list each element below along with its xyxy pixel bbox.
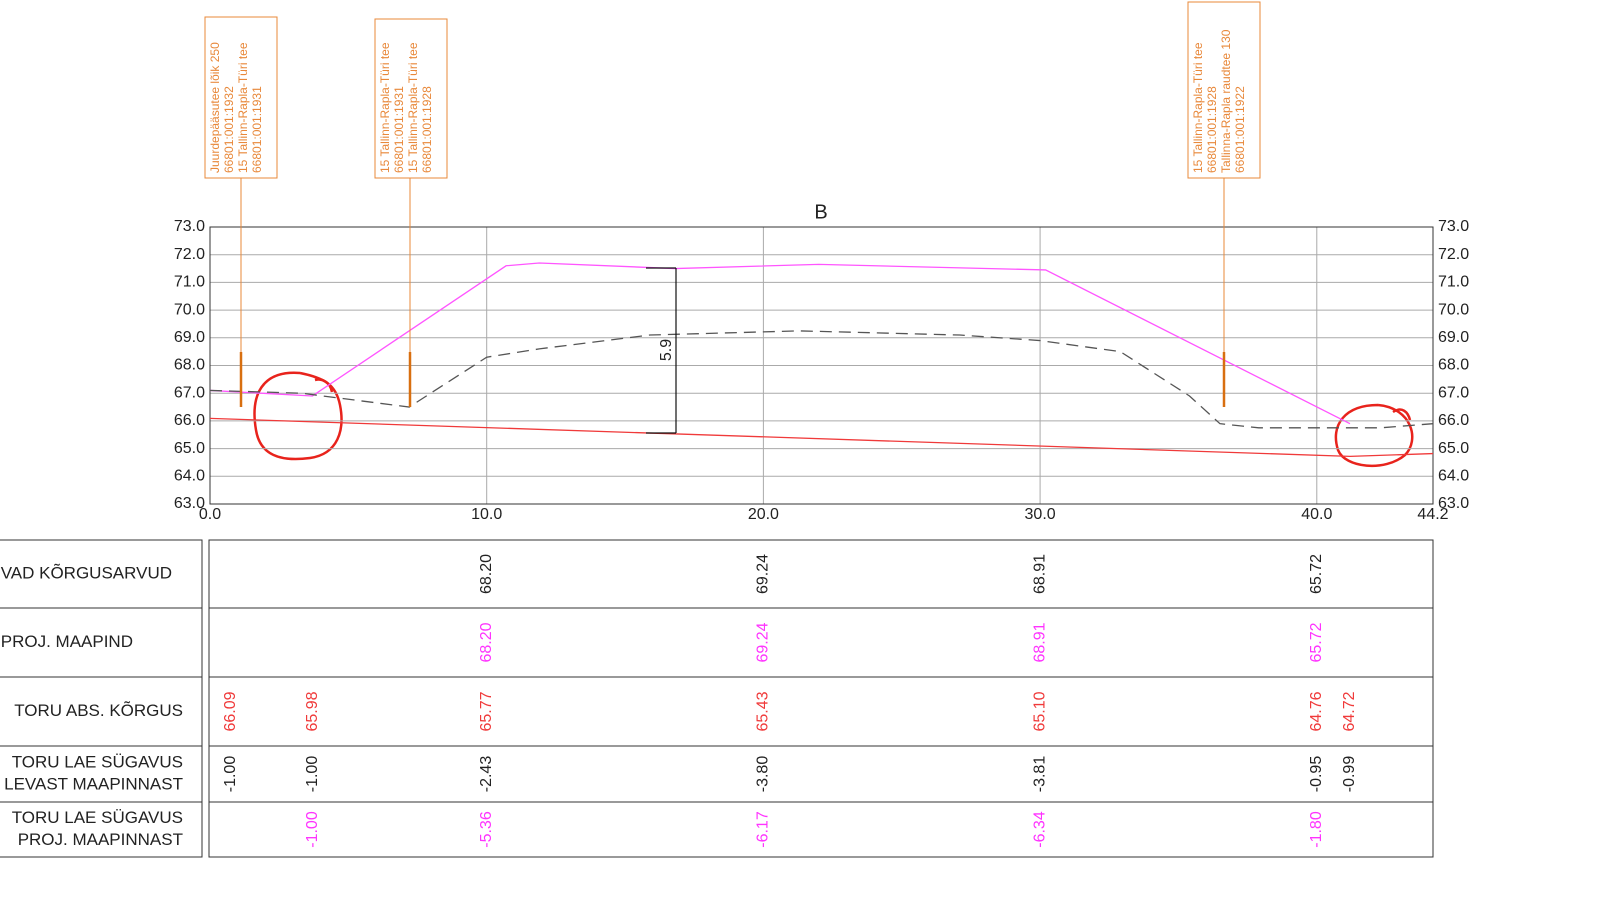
x-tick-label: 0.0 — [199, 506, 221, 523]
row-label: PROJ. MAAPIND — [1, 632, 133, 651]
annotation-text: 15 Tallinn-Rapla-Türi tee — [236, 42, 250, 173]
table-frame — [208, 539, 1434, 858]
x-tick-label: 10.0 — [471, 506, 502, 523]
annotation-text: 66801:001:1922 — [1233, 86, 1247, 173]
cell-value: -3.81 — [1031, 756, 1048, 793]
y2-tick-label: 64.0 — [1438, 468, 1469, 485]
x-tick-label: 30.0 — [1025, 506, 1056, 523]
cell-value: -1.00 — [222, 756, 239, 793]
y2-tick-label: 66.0 — [1438, 412, 1469, 429]
cell-value: 65.72 — [1308, 554, 1325, 594]
row-label: LEVAST MAAPINNAST — [4, 774, 183, 793]
x-tick-label: 44.2 — [1417, 506, 1448, 523]
cell-value: 65.72 — [1308, 622, 1325, 662]
annotation-text: 15 Tallinn-Rapla-Türi tee — [378, 42, 392, 173]
cell-value: -6.17 — [755, 811, 772, 848]
y2-tick-label: 67.0 — [1438, 384, 1469, 401]
highlight-hook — [1392, 408, 1412, 421]
highlight-marks — [253, 371, 1414, 468]
y2-tick-label: 70.0 — [1438, 301, 1469, 318]
y-tick-label: 70.0 — [174, 301, 205, 318]
cell-value: -3.80 — [755, 756, 772, 793]
highlight-hook — [314, 378, 334, 393]
cell-value: -0.99 — [1341, 756, 1358, 793]
row-label: TORU LAE SÜGAVUS — [12, 808, 183, 827]
cell-value: -1.80 — [1308, 811, 1325, 848]
y-tick-label: 72.0 — [174, 246, 205, 263]
cell-value: 65.10 — [1031, 691, 1048, 731]
annotation-text: Tallinna-Rapla raudtee 130 — [1219, 29, 1233, 173]
x-tick-label: 20.0 — [748, 506, 779, 523]
annotation-box — [374, 18, 448, 179]
y2-tick-label: 68.0 — [1438, 357, 1469, 374]
y-tick-label: 63.0 — [174, 495, 205, 512]
y2-tick-label: 72.0 — [1438, 246, 1469, 263]
y-tick-label: 68.0 — [174, 357, 205, 374]
cell-value: 65.43 — [755, 691, 772, 731]
profile-line — [209, 417, 1434, 458]
cell-value: 64.72 — [1341, 691, 1358, 731]
y-tick-label: 66.0 — [174, 412, 205, 429]
plot-frame — [209, 226, 1434, 505]
cell-value: -1.00 — [304, 811, 321, 848]
cell-value: 68.91 — [1031, 622, 1048, 662]
annotation-text: 66801:001:1928 — [420, 86, 434, 173]
y2-tick-label: 71.0 — [1438, 274, 1469, 291]
cell-value: 69.24 — [755, 554, 772, 594]
label-frame — [0, 539, 203, 858]
y-tick-label: 73.0 — [174, 218, 205, 235]
row-label: TORU LAE SÜGAVUS — [12, 752, 183, 771]
y2-tick-label: 73.0 — [1438, 218, 1469, 235]
cell-value: 65.98 — [304, 691, 321, 731]
y2-tick-label: 65.0 — [1438, 440, 1469, 457]
y2-tick-label: 63.0 — [1438, 495, 1469, 512]
y-tick-label: 65.0 — [174, 440, 205, 457]
profile-line — [209, 262, 1351, 425]
cell-value: -0.95 — [1308, 756, 1325, 793]
annotation-text: Juurdepääsutee lõik 250 — [208, 42, 222, 173]
cell-value: 64.76 — [1308, 691, 1325, 731]
cell-value: 68.91 — [1031, 554, 1048, 594]
annotation-text: 66801:001:1931 — [392, 86, 406, 173]
annotation-text: 15 Tallinn-Rapla-Türi tee — [1191, 42, 1205, 173]
profile-line — [209, 330, 1434, 429]
dimension-label: 5.9 — [658, 339, 675, 361]
row-label: TORU ABS. KÕRGUS — [14, 701, 183, 720]
cell-value: 68.20 — [478, 554, 495, 594]
y-tick-label: 64.0 — [174, 468, 205, 485]
annotation-text: 66801:001:1932 — [222, 86, 236, 173]
cell-value: 68.20 — [478, 622, 495, 662]
y-tick-label: 71.0 — [174, 274, 205, 291]
cell-value: -2.43 — [478, 756, 495, 793]
annotation-text: 15 Tallinn-Rapla-Türi tee — [406, 42, 420, 173]
cell-value: -1.00 — [304, 756, 321, 793]
row-label: PROJ. MAAPINNAST — [18, 830, 183, 849]
cell-value: 69.24 — [755, 622, 772, 662]
row-label: VAD KÕRGUSARVUD — [1, 563, 172, 582]
cell-value: -5.36 — [478, 811, 495, 848]
annotation-text: 66801:001:1928 — [1205, 86, 1219, 173]
y-tick-label: 69.0 — [174, 329, 205, 346]
y2-tick-label: 69.0 — [1438, 329, 1469, 346]
x-tick-label: 40.0 — [1301, 506, 1332, 523]
annotation-text: 66801:001:1931 — [250, 86, 264, 173]
chart-title: B — [814, 201, 827, 223]
y-tick-label: 67.0 — [174, 384, 205, 401]
cell-value: 65.77 — [478, 691, 495, 731]
cell-value: 66.09 — [222, 691, 239, 731]
cell-value: -6.34 — [1031, 811, 1048, 848]
